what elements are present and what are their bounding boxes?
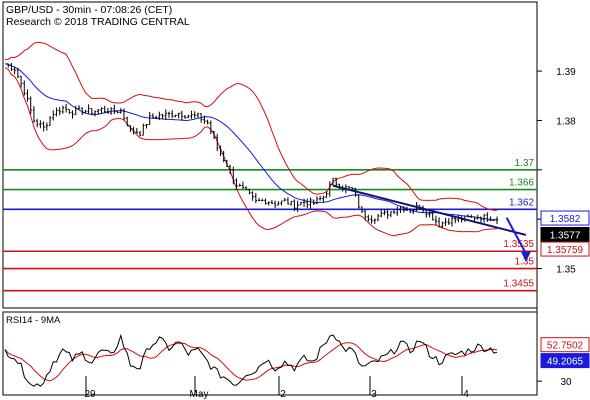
rsi-layer [4, 333, 498, 387]
price-badge-1 [540, 227, 590, 243]
rsi-badge-0 [540, 337, 590, 353]
x-tick-label-3: 3 [371, 389, 377, 400]
level-label-4: 1.35 [515, 257, 535, 268]
level-label-3: 1.3535 [503, 239, 534, 250]
levels-layer: 1.37 1.366 1.362 1.3535 1.35 1.3455 [3, 158, 537, 292]
rsi-badge-label-1: 49.2065 [547, 357, 584, 368]
axis-layer: 1.35 1.38 1.39 30 [537, 67, 576, 388]
price-tick-label-0: 1.35 [556, 265, 576, 276]
chart-title: GBP/USD - 30min - 07:08:26 (CET) [6, 4, 172, 16]
price-badge-0 [540, 210, 590, 226]
chart-subtitle: Research © 2018 TRADING CENTRAL [6, 16, 190, 28]
x-tick-label-1: May [190, 389, 209, 400]
level-label-2: 1.362 [509, 197, 534, 208]
moving-average-layer [4, 63, 497, 221]
x-tick-label-4: 4 [463, 389, 469, 400]
rsi-ma-line [4, 342, 498, 382]
level-label-0: 1.37 [515, 158, 535, 169]
level-label-1: 1.366 [509, 178, 534, 189]
rsi-badge-label-0: 52.7502 [547, 341, 584, 352]
bollinger-bands-layer [4, 41, 498, 237]
trendline [332, 184, 527, 236]
price-badge-2 [540, 241, 590, 257]
projection-arrow-shaft [505, 217, 527, 255]
price-badges-layer: 1.3582 1.3577 1.35759 52.7502 49.2065 [540, 210, 590, 369]
x-axis-layer: 29 May 2 3 4 [84, 376, 469, 400]
bollinger-upper [4, 41, 497, 211]
rsi-panel-title: RSI14 - 9MA [6, 315, 61, 326]
trendline-layer [332, 184, 531, 262]
price-badge-label-1: 1.3577 [550, 231, 581, 242]
x-tick-label-2: 2 [280, 389, 286, 400]
price-badge-label-0: 1.3582 [550, 214, 581, 225]
bollinger-lower [4, 67, 498, 237]
level-label-5: 1.3455 [503, 279, 534, 290]
price-tick-label-2: 1.39 [556, 67, 576, 78]
rsi-line [4, 333, 498, 387]
projection-arrow-head [520, 251, 531, 262]
moving-average-line [4, 63, 497, 221]
x-tick-label-0: 29 [84, 389, 96, 400]
price-panel-frame [2, 1, 538, 309]
price-badge-label-2: 1.35759 [547, 245, 584, 256]
rsi-tick-label-0: 30 [560, 377, 572, 388]
rsi-badge-1 [540, 353, 590, 369]
price-tick-label-1: 1.38 [556, 116, 576, 127]
candles-layer [7, 63, 499, 229]
